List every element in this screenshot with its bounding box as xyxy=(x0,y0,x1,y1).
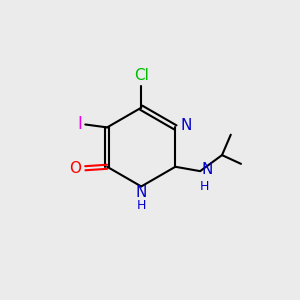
Text: N: N xyxy=(136,185,147,200)
Text: I: I xyxy=(77,116,83,134)
Text: O: O xyxy=(70,161,82,176)
Text: H: H xyxy=(136,199,146,212)
Text: N: N xyxy=(202,162,213,177)
Text: N: N xyxy=(181,118,192,134)
Text: Cl: Cl xyxy=(134,68,149,83)
Text: H: H xyxy=(200,181,209,194)
